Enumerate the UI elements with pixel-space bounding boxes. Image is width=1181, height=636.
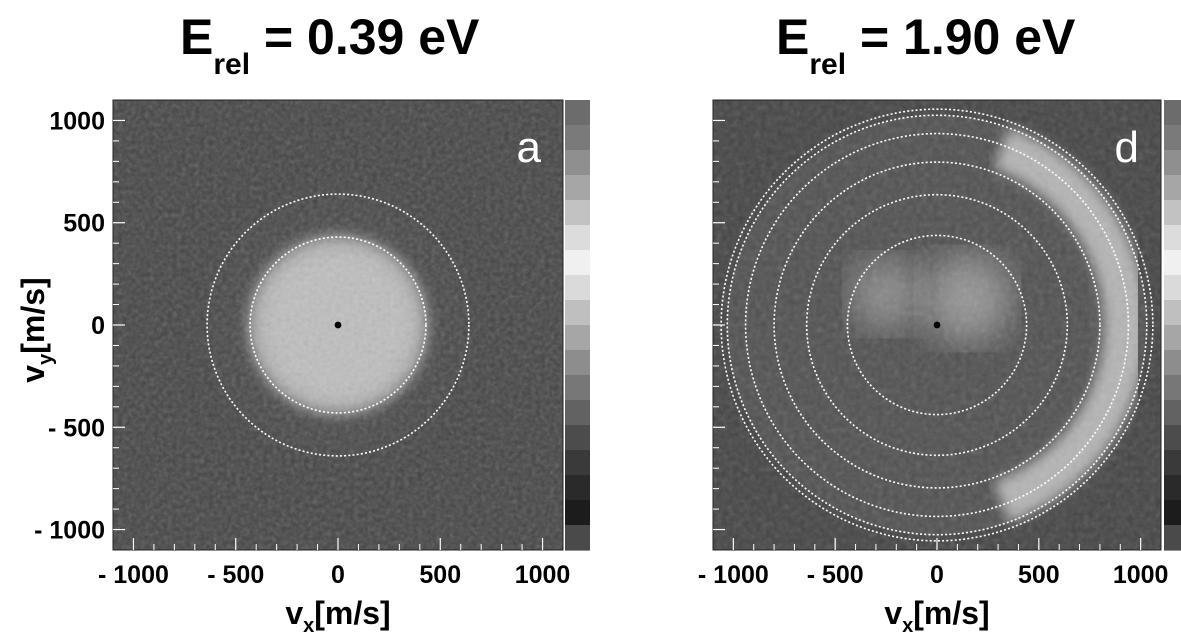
- colorbar-segment: [565, 300, 590, 326]
- colorbar-segment: [565, 325, 590, 351]
- dotted-circle: [805, 193, 1069, 457]
- colorbar-segment: [1164, 200, 1181, 226]
- colorbar-segment: [565, 100, 590, 126]
- y-tick-label: 1000: [49, 107, 105, 135]
- heatmap-area: [713, 100, 1161, 550]
- title-right: Erel = 1.90 eV: [776, 9, 1076, 81]
- colorbar-segment: [1164, 475, 1181, 501]
- x-tick-label: 500: [419, 561, 461, 589]
- colorbar-segment: [565, 475, 590, 501]
- colorbar-segment: [1164, 375, 1181, 401]
- colorbar-segment: [565, 350, 590, 376]
- dotted-circle: [846, 234, 1028, 416]
- dotted-circle: [773, 161, 1101, 489]
- colorbar-segment: [565, 450, 590, 476]
- x-tick-label: 0: [331, 561, 345, 589]
- y-tick-label: - 500: [48, 414, 105, 442]
- colorbar-segment: [1164, 350, 1181, 376]
- colorbar-segment: [1164, 275, 1181, 301]
- x-tick-label: - 1000: [98, 561, 169, 589]
- colorbar-segment: [565, 275, 590, 301]
- colorbar-segment: [1164, 225, 1181, 251]
- x-tick-label: 1000: [515, 561, 571, 589]
- dotted-circle: [744, 132, 1130, 518]
- colorbar-segment: [1164, 325, 1181, 351]
- colorbar-segment: [565, 150, 590, 176]
- dotted-circle: [249, 236, 427, 414]
- y-tick-label: - 1000: [34, 517, 105, 545]
- dotted-circle: [206, 193, 470, 457]
- colorbar-segment: [1164, 450, 1181, 476]
- colorbar-segment: [1164, 400, 1181, 426]
- y-tick-label: 0: [91, 312, 105, 340]
- center-marker: [334, 321, 342, 329]
- colorbar-segment: [1164, 100, 1181, 126]
- x-tick-label: 1000: [1113, 561, 1169, 589]
- x-axis-label-left: vx[m/s]: [285, 595, 390, 636]
- x-tick-label: 500: [1018, 561, 1060, 589]
- colorbar-segment: [1164, 250, 1181, 276]
- colorbar-segment: [565, 375, 590, 401]
- panel-d: d - 1000 - 500 0 500 1000: [698, 99, 1181, 589]
- colorbar-segment: [565, 175, 590, 201]
- colorbar: [1164, 100, 1181, 551]
- colorbar-segment: [1164, 175, 1181, 201]
- colorbar-segment: [1164, 525, 1181, 551]
- colorbar-segment: [565, 400, 590, 426]
- heatmap-area: [113, 100, 563, 550]
- colorbar-segment: [565, 200, 590, 226]
- x-tick-label: - 500: [807, 561, 864, 589]
- x-axis-label-right: vx[m/s]: [884, 595, 989, 636]
- panel-a: a - 1000 - 500 0 500 1000 1000 500 0 - 500 - 1000: [34, 99, 590, 589]
- colorbar-segment: [1164, 425, 1181, 451]
- center-marker: [933, 321, 941, 329]
- colorbar-segment: [565, 500, 590, 526]
- colorbar-segment: [1164, 500, 1181, 526]
- x-tick-label: - 500: [207, 561, 264, 589]
- y-tick-label: 500: [63, 210, 105, 238]
- colorbar-segment: [565, 250, 590, 276]
- colorbar-segment: [1164, 125, 1181, 151]
- colorbar-segment: [565, 525, 590, 551]
- colorbar-segment: [565, 225, 590, 251]
- x-tick-label: - 1000: [698, 561, 769, 589]
- panel-label: a: [517, 123, 542, 172]
- panel-label: d: [1115, 123, 1139, 172]
- y-axis-label: vy[m/s]: [15, 277, 57, 382]
- colorbar: [565, 100, 590, 551]
- colorbar-segment: [1164, 300, 1181, 326]
- colorbar-segment: [565, 425, 590, 451]
- colorbar-segment: [565, 125, 590, 151]
- x-tick-label: 0: [930, 561, 944, 589]
- colorbar-segment: [1164, 150, 1181, 176]
- dotted-circle: [726, 114, 1148, 536]
- title-left: Erel = 0.39 eV: [180, 9, 480, 81]
